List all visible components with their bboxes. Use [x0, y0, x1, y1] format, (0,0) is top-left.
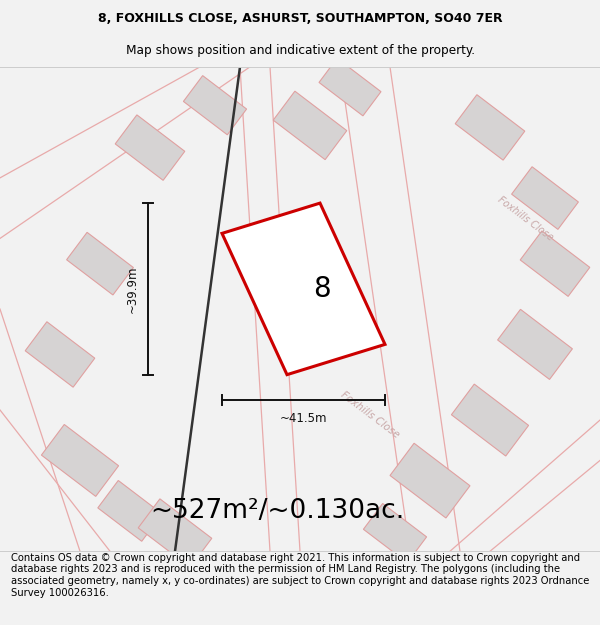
Polygon shape — [184, 76, 247, 135]
Polygon shape — [115, 115, 185, 181]
Polygon shape — [273, 91, 347, 159]
Polygon shape — [455, 95, 525, 160]
Polygon shape — [41, 424, 119, 496]
Text: Foxhills Close: Foxhills Close — [496, 194, 554, 242]
Polygon shape — [520, 231, 590, 296]
Polygon shape — [497, 309, 572, 379]
Text: ~527m²/~0.130ac.: ~527m²/~0.130ac. — [150, 498, 404, 524]
Polygon shape — [319, 58, 381, 116]
Text: 8: 8 — [313, 275, 331, 303]
Polygon shape — [25, 322, 95, 388]
Polygon shape — [98, 481, 162, 541]
Text: Foxhills Close: Foxhills Close — [339, 390, 401, 440]
Polygon shape — [451, 384, 529, 456]
Polygon shape — [67, 232, 133, 295]
Polygon shape — [364, 504, 427, 562]
Text: ~39.9m: ~39.9m — [125, 265, 139, 312]
Polygon shape — [138, 499, 212, 568]
Polygon shape — [390, 443, 470, 518]
Text: ~41.5m: ~41.5m — [280, 411, 327, 424]
Text: Map shows position and indicative extent of the property.: Map shows position and indicative extent… — [125, 44, 475, 57]
Polygon shape — [512, 167, 578, 229]
Text: Contains OS data © Crown copyright and database right 2021. This information is : Contains OS data © Crown copyright and d… — [11, 552, 589, 598]
Text: 8, FOXHILLS CLOSE, ASHURST, SOUTHAMPTON, SO40 7ER: 8, FOXHILLS CLOSE, ASHURST, SOUTHAMPTON,… — [98, 12, 502, 25]
Polygon shape — [222, 203, 385, 374]
